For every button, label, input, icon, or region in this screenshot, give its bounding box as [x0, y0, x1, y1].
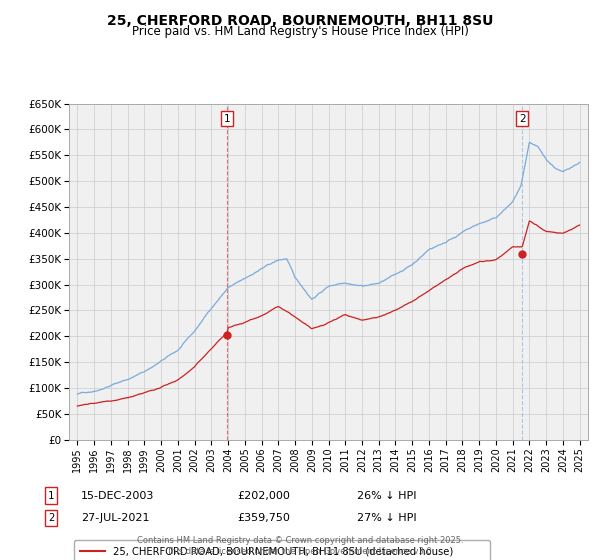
- Text: Price paid vs. HM Land Registry's House Price Index (HPI): Price paid vs. HM Land Registry's House …: [131, 25, 469, 38]
- Text: 1: 1: [48, 491, 54, 501]
- Legend: 25, CHERFORD ROAD, BOURNEMOUTH, BH11 8SU (detached house), HPI: Average price, d: 25, CHERFORD ROAD, BOURNEMOUTH, BH11 8SU…: [74, 540, 490, 560]
- Text: 27-JUL-2021: 27-JUL-2021: [81, 513, 149, 523]
- Text: 25, CHERFORD ROAD, BOURNEMOUTH, BH11 8SU: 25, CHERFORD ROAD, BOURNEMOUTH, BH11 8SU: [107, 14, 493, 28]
- Text: 2: 2: [48, 513, 54, 523]
- Text: 26% ↓ HPI: 26% ↓ HPI: [357, 491, 416, 501]
- Text: 15-DEC-2003: 15-DEC-2003: [81, 491, 154, 501]
- Text: 1: 1: [224, 114, 230, 124]
- Text: £359,750: £359,750: [237, 513, 290, 523]
- Text: £202,000: £202,000: [237, 491, 290, 501]
- Text: 27% ↓ HPI: 27% ↓ HPI: [357, 513, 416, 523]
- Text: Contains HM Land Registry data © Crown copyright and database right 2025.
This d: Contains HM Land Registry data © Crown c…: [137, 536, 463, 556]
- Text: 2: 2: [519, 114, 526, 124]
